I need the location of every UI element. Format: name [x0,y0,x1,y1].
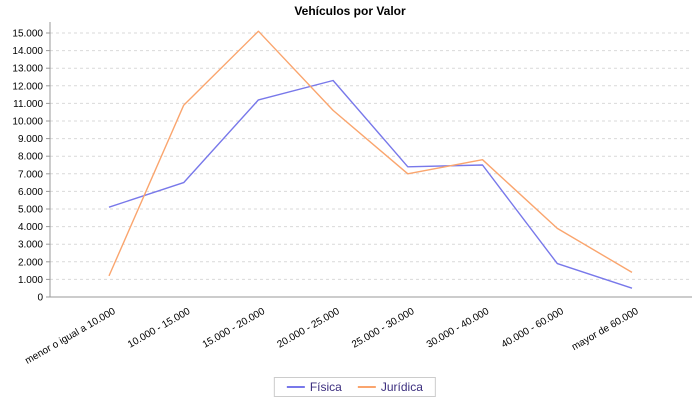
y-tick-label: 2.000 [18,257,43,268]
legend-label-fisica: Física [309,380,342,394]
y-tick-label: 0 [37,293,43,304]
y-tick-label: 13.000 [12,64,43,75]
series-line-juridica [108,30,633,277]
x-category-label: 10.000 - 15.000 [126,306,193,351]
legend-item-fisica: Física [286,380,342,394]
x-category-label: 20.000 - 25.000 [275,306,342,351]
y-tick-label: 12.000 [12,81,43,92]
x-category-label: 30.000 - 40.000 [425,306,492,351]
y-tick-label: 8.000 [18,152,43,163]
y-tick-label: 7.000 [18,169,43,180]
x-category-label: mayor de 60.000 [570,306,641,353]
y-tick-label: 3.000 [18,240,43,251]
y-tick-label: 11.000 [13,99,43,110]
y-tick-label: 5.000 [18,205,43,216]
y-tick-label: 4.000 [18,222,43,233]
y-tick-label: 9.000 [18,134,43,145]
y-tick-label: 15.000 [12,29,43,40]
y-tick-label: 10.000 [12,117,43,128]
legend-item-juridica: Jurídica [357,380,423,394]
x-category-label: 15.000 - 20.000 [201,306,268,351]
legend: Física Jurídica [273,377,436,397]
x-category-label: 40.000 - 60.000 [500,306,567,351]
y-tick-label: 14.000 [12,46,43,57]
juridica-line-swatch [357,386,376,388]
series-line-fisica [108,79,633,289]
y-tick-label: 6.000 [18,187,43,198]
fisica-line-swatch [286,386,305,388]
legend-label-juridica: Jurídica [380,380,423,394]
chart-title: Vehículos por Valor [294,4,406,18]
y-tick-label: 1.000 [18,275,43,286]
x-category-label: 25.000 - 30.000 [350,306,417,351]
x-category-label: menor o igual a 10.000 [23,306,117,367]
